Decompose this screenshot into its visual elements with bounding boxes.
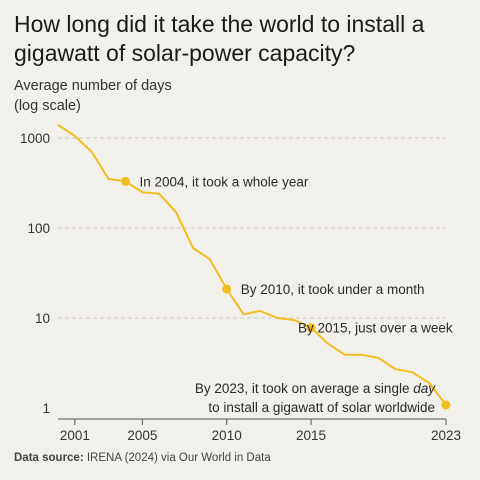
highlight-point-2015 <box>306 323 316 333</box>
annotation-2015: By 2015, just over a week <box>298 321 453 336</box>
highlight-point-2023 <box>441 400 451 410</box>
annotation-2023-italic: day <box>413 381 436 396</box>
y-tick-label-100: 100 <box>27 221 50 236</box>
annotation-2023-line2: to install a gigawatt of solar worldwide <box>208 400 435 415</box>
series-line-0 <box>57 123 447 406</box>
y-tick-label-1000: 1000 <box>20 131 50 146</box>
annotations: In 2004, it took a whole year By 2010, i… <box>139 174 452 415</box>
annotation-2023-text: By 2023, it took on average a single <box>195 381 413 396</box>
series-group <box>57 123 451 410</box>
y-axis-title: Average number of days (log scale) <box>14 76 314 116</box>
y-axis-title-line2: (log scale) <box>14 98 81 114</box>
y-axis-title-line1: Average number of days <box>14 78 172 94</box>
chart-title: How long did it take the world to instal… <box>14 11 425 66</box>
data-source-text: IRENA (2024) via Our World in Data <box>83 452 271 464</box>
x-tick-label-2005: 2005 <box>127 428 157 443</box>
x-tick-label-2001: 2001 <box>60 428 90 443</box>
annotation-2023-line1: By 2023, it took on average a single day <box>195 381 436 396</box>
highlight-point-2004 <box>120 176 130 186</box>
x-axis: 2001 2005 2010 2015 2023 <box>58 418 461 443</box>
x-tick-label-2023: 2023 <box>431 428 461 443</box>
x-tick-label-2015: 2015 <box>296 428 326 443</box>
data-source-label: Data source: <box>14 452 84 464</box>
annotation-2010: By 2010, it took under a month <box>241 282 425 297</box>
y-tick-label-1: 1 <box>42 401 50 416</box>
y-axis-ticks: 1 10 100 1000 <box>20 131 50 416</box>
y-tick-label-10: 10 <box>35 311 50 326</box>
highlight-point-2010 <box>222 284 232 294</box>
data-source: Data source: IRENA (2024) via Our World … <box>14 452 271 464</box>
annotation-2004: In 2004, it took a whole year <box>139 174 308 189</box>
x-tick-label-2010: 2010 <box>212 428 242 443</box>
gridlines <box>58 137 446 319</box>
